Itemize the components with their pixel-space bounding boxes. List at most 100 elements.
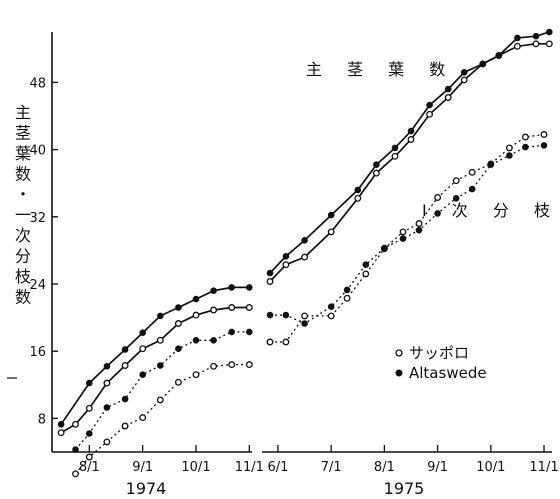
- y-axis-label-char: 次: [15, 226, 31, 245]
- data-point-altaswede: [415, 226, 423, 234]
- x-tick-label: 10/1: [181, 460, 210, 475]
- data-point-altaswede: [479, 60, 487, 68]
- data-point-sapporo: [72, 470, 79, 478]
- data-point-sapporo: [282, 261, 290, 269]
- data-point-sapporo: [282, 338, 290, 346]
- year-label-1974: 1974: [126, 479, 167, 498]
- x-tick-label: 8/1: [374, 460, 395, 475]
- data-point-altaswede: [487, 161, 495, 168]
- data-point-sapporo: [505, 144, 513, 152]
- data-point-sapporo: [540, 131, 548, 138]
- x-ticks-1975: 6/1 7/1 8/1 9/1 10/1 11/1: [268, 445, 559, 475]
- data-point-sapporo: [452, 177, 460, 185]
- data-point-altaswede: [210, 337, 217, 344]
- y-axis-label-char: 枝: [15, 267, 31, 286]
- data-point-sapporo: [174, 320, 182, 327]
- y-tick-label: 32: [29, 211, 46, 226]
- series-layer: [57, 28, 553, 478]
- data-point-sapporo: [266, 338, 274, 346]
- data-point-altaswede: [343, 286, 351, 294]
- data-point-sapporo: [103, 379, 111, 387]
- data-point-sapporo: [245, 304, 253, 311]
- data-point-altaswede: [157, 362, 164, 369]
- data-point-altaswede: [426, 101, 433, 109]
- y-axis-label-char: 数: [15, 288, 31, 307]
- data-point-altaswede: [103, 363, 111, 370]
- y-tick-label: 16: [29, 345, 46, 360]
- data-point-sapporo: [228, 361, 236, 369]
- data-point-altaswede: [57, 421, 65, 428]
- data-point-sapporo: [327, 312, 335, 320]
- data-point-altaswede: [282, 252, 290, 260]
- legend-marker-open: [395, 349, 403, 357]
- data-point-altaswede: [373, 161, 380, 168]
- data-point-altaswede: [399, 235, 407, 242]
- data-point-sapporo: [210, 306, 218, 314]
- series-line-sapporo-main_stem: [60, 306, 250, 434]
- y-axis-label-char: 葉: [15, 144, 31, 163]
- data-point-altaswede: [86, 379, 93, 387]
- data-point-altaswede: [246, 284, 253, 291]
- data-point-altaswede: [381, 244, 388, 252]
- y-axis-label-char: ・: [15, 185, 31, 204]
- data-point-sapporo: [72, 420, 79, 428]
- y-axis-label-char: 数: [15, 165, 31, 184]
- data-point-altaswede: [460, 69, 468, 76]
- data-point-sapporo: [266, 278, 274, 285]
- legend-label-sapporo: サッポロ: [409, 344, 469, 362]
- data-point-altaswede: [266, 269, 274, 277]
- series-line-altaswede-main_stem: [60, 286, 250, 425]
- data-point-altaswede: [139, 371, 146, 379]
- data-point-sapporo: [192, 311, 200, 319]
- annotation-branches: Ⅰ 次 分 枝: [422, 201, 560, 220]
- data-point-sapporo: [343, 294, 351, 302]
- data-point-sapporo: [372, 169, 380, 177]
- data-point-sapporo: [174, 378, 182, 386]
- data-point-altaswede: [434, 210, 441, 217]
- y-axis-label-char: 主: [15, 103, 31, 122]
- data-point-sapporo: [362, 270, 370, 278]
- series-line-altaswede-branches: [75, 331, 250, 450]
- data-point-sapporo: [228, 304, 236, 311]
- data-point-altaswede: [354, 186, 362, 194]
- data-point-altaswede: [452, 195, 460, 202]
- data-point-altaswede: [546, 28, 553, 36]
- data-point-altaswede: [327, 303, 335, 311]
- data-point-sapporo: [444, 94, 452, 101]
- data-point-altaswede: [266, 311, 274, 319]
- data-point-altaswede: [246, 328, 253, 336]
- data-point-altaswede: [86, 430, 93, 437]
- data-point-sapporo: [57, 429, 65, 437]
- y-axis-label-char: 一: [15, 206, 31, 225]
- data-point-altaswede: [514, 34, 521, 42]
- data-point-altaswede: [391, 144, 399, 152]
- y-tick-label: 40: [29, 144, 46, 159]
- x-axis-1975: 6/1 7/1 8/1 9/1 10/1 11/1 1975: [262, 445, 559, 498]
- x-axis-1974: 8/1 9/1 10/1 11/1 1974: [52, 445, 264, 498]
- legend-item-altaswede: Altaswede: [395, 364, 487, 382]
- data-point-sapporo: [156, 336, 164, 344]
- data-point-sapporo: [426, 110, 434, 118]
- data-point-altaswede: [192, 295, 200, 303]
- data-point-altaswede: [210, 287, 217, 295]
- data-point-sapporo: [301, 312, 309, 320]
- data-point-sapporo: [460, 76, 468, 84]
- x-tick-label: 8/1: [79, 460, 100, 475]
- data-point-altaswede: [468, 185, 476, 193]
- data-point-altaswede: [72, 446, 79, 453]
- annotation-main-stem: 主 茎 葉 数: [306, 60, 455, 79]
- data-point-sapporo: [354, 194, 362, 202]
- data-point-sapporo: [301, 253, 309, 261]
- data-point-sapporo: [121, 362, 129, 369]
- data-point-altaswede: [495, 52, 503, 59]
- y-tick-label: 24: [29, 278, 46, 293]
- data-point-altaswede: [506, 152, 513, 159]
- series-line-sapporo-main_stem: [269, 42, 550, 283]
- legend: サッポロ Altaswede: [395, 344, 487, 382]
- x-tick-label: 9/1: [427, 460, 448, 475]
- data-point-sapporo: [434, 194, 442, 201]
- data-point-altaswede: [444, 85, 452, 93]
- data-point-sapporo: [85, 404, 93, 412]
- data-point-altaswede: [522, 143, 529, 151]
